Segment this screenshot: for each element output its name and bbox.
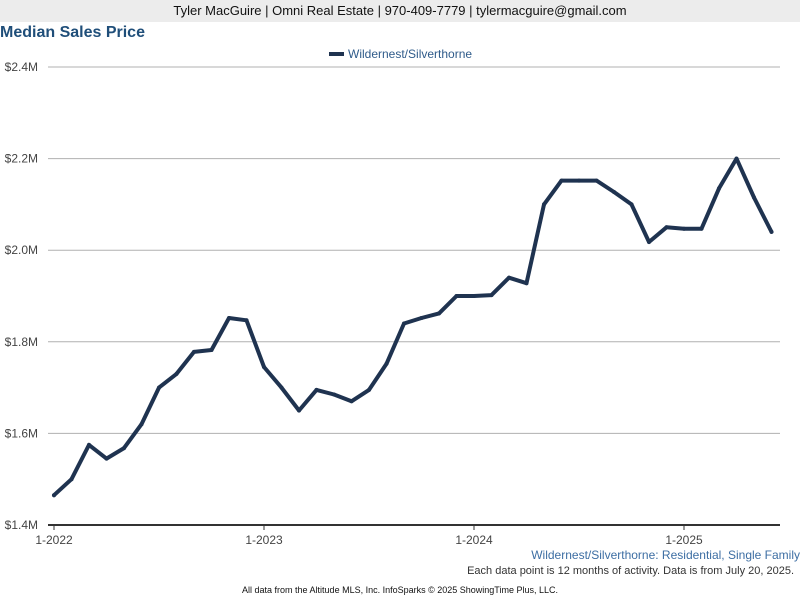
data-point xyxy=(139,422,144,427)
data-point xyxy=(174,371,179,376)
x-tick-label: 1-2025 xyxy=(665,533,703,547)
data-point xyxy=(594,178,599,183)
series-line xyxy=(52,156,774,498)
chart-title: Median Sales Price xyxy=(0,24,145,41)
data-point xyxy=(752,195,756,200)
data-point xyxy=(507,275,511,280)
data-point xyxy=(699,226,704,231)
data-point xyxy=(612,190,616,194)
data-point xyxy=(314,387,319,392)
data-point xyxy=(69,477,74,482)
data-point xyxy=(734,156,739,161)
data-point xyxy=(349,399,354,404)
data-point xyxy=(542,202,546,207)
y-tick-label: $1.4M xyxy=(5,518,38,532)
data-note: Each data point is 12 months of activity… xyxy=(467,565,794,577)
data-point xyxy=(454,294,459,298)
y-tick-label: $1.8M xyxy=(5,335,38,349)
data-point xyxy=(122,446,126,451)
data-point xyxy=(87,442,91,447)
data-point xyxy=(437,311,441,316)
data-point xyxy=(279,385,284,390)
data-point xyxy=(419,316,424,320)
legend-label: Wildernest/Silverthorne xyxy=(348,47,472,61)
y-tick-label: $1.6M xyxy=(5,426,38,440)
data-point xyxy=(472,294,476,298)
data-point xyxy=(192,349,196,354)
data-point xyxy=(559,178,564,183)
data-point xyxy=(717,186,721,191)
data-point xyxy=(262,365,266,369)
data-point xyxy=(524,281,529,286)
data-point xyxy=(647,240,651,244)
y-tick-label: $2.4M xyxy=(5,60,38,74)
x-tick-label: 1-2023 xyxy=(245,533,283,547)
data-point xyxy=(209,348,214,352)
data-point xyxy=(244,318,249,323)
data-point xyxy=(402,321,406,326)
data-point xyxy=(577,178,581,183)
data-source: All data from the Altitude MLS, Inc. Inf… xyxy=(242,585,558,595)
y-tick-label: $2.2M xyxy=(5,152,38,166)
data-point xyxy=(297,408,301,413)
data-point xyxy=(227,316,231,320)
x-tick-label: 1-2024 xyxy=(455,533,493,547)
data-point xyxy=(104,456,109,461)
data-point xyxy=(489,293,494,298)
x-tick-label: 1-2022 xyxy=(35,533,73,547)
data-point xyxy=(384,361,389,366)
series-description: Wildernest/Silverthorne: Residential, Si… xyxy=(531,548,800,562)
y-tick-label: $2.0M xyxy=(5,243,38,257)
data-point xyxy=(367,387,371,392)
data-point xyxy=(682,226,686,231)
data-point xyxy=(332,392,336,397)
data-point xyxy=(664,225,669,230)
data-point xyxy=(157,385,161,390)
data-point xyxy=(769,229,774,234)
data-point xyxy=(52,493,56,498)
data-point xyxy=(629,202,634,207)
contact-header: Tyler MacGuire | Omni Real Estate | 970-… xyxy=(0,0,800,22)
